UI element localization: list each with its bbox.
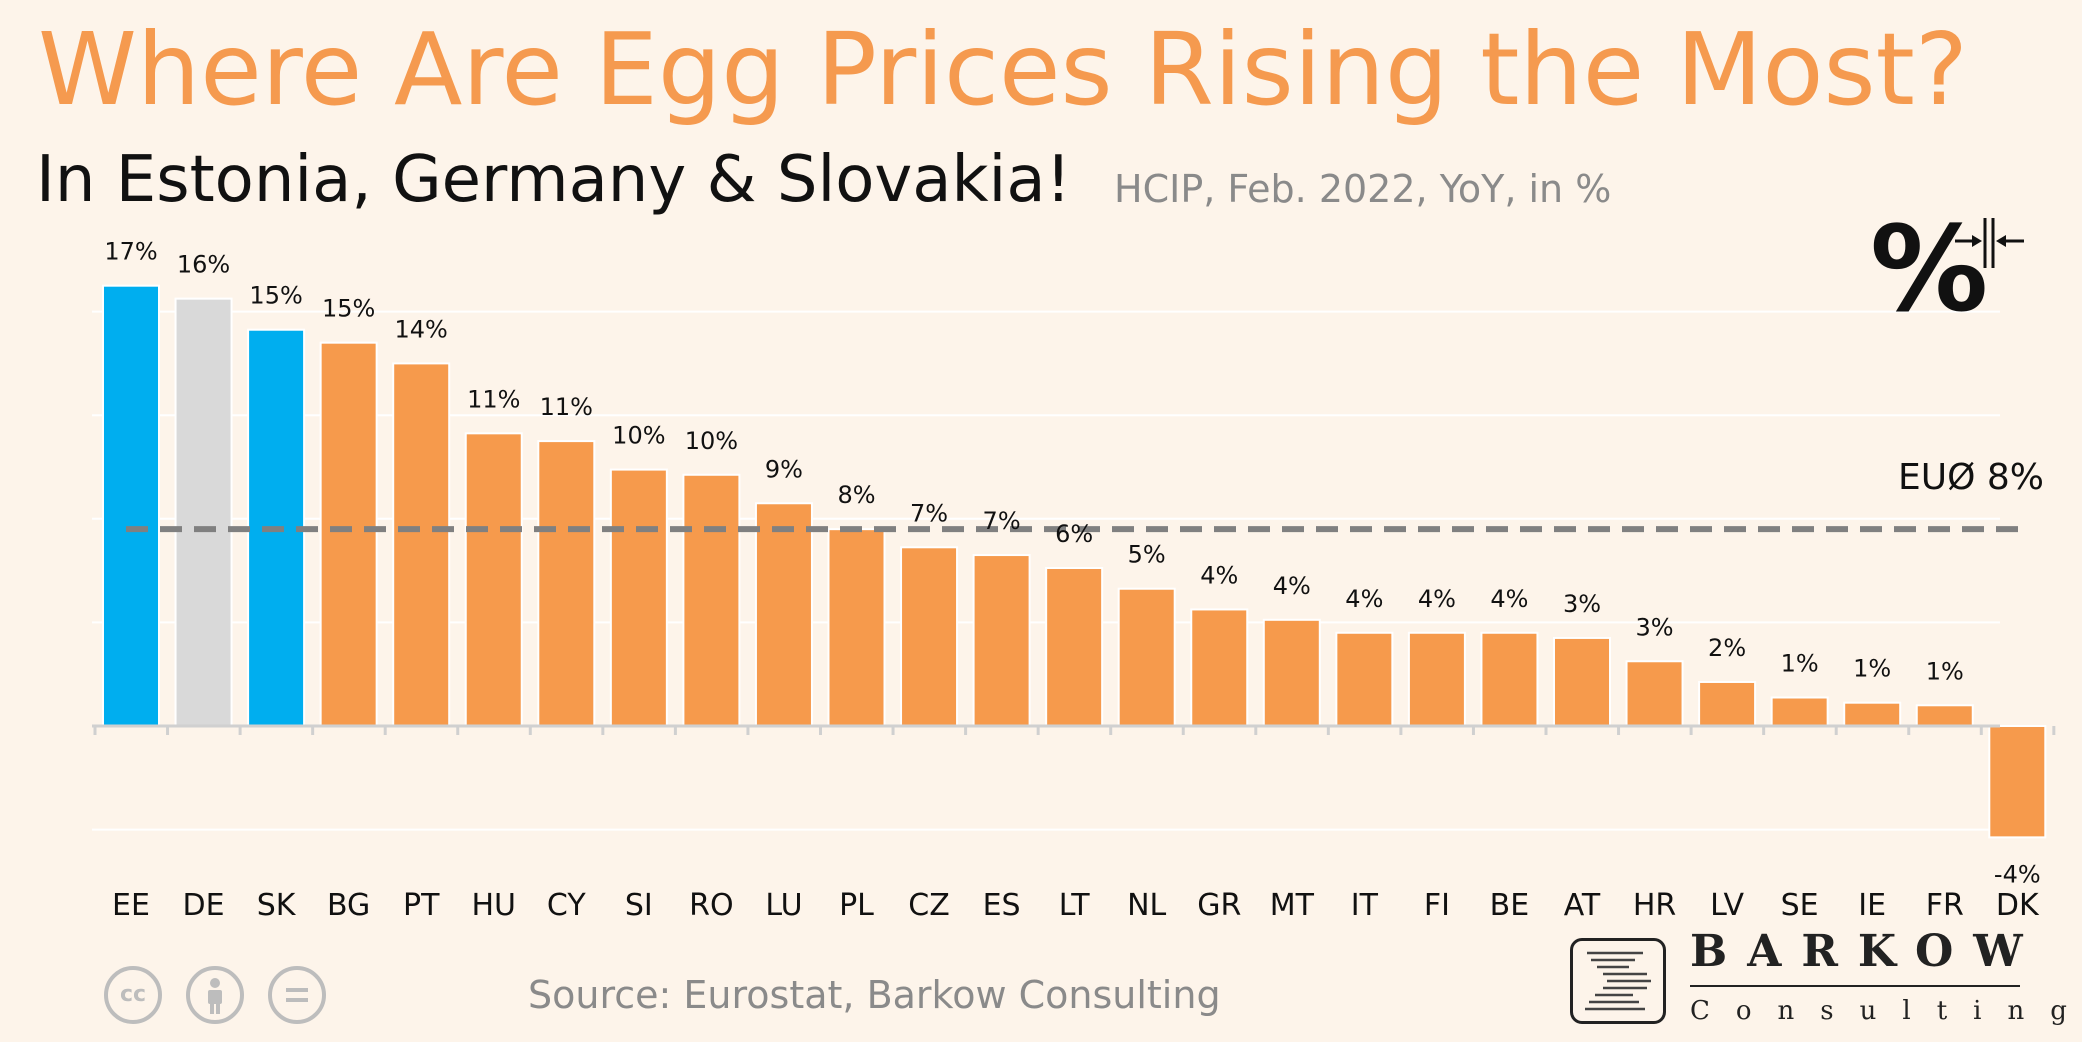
- category-label: FI: [1424, 888, 1450, 923]
- bar-se: [1770, 696, 1829, 728]
- value-label: 4%: [1273, 572, 1311, 600]
- bar-pt: [392, 362, 451, 727]
- barkow-logo-icon: [1570, 938, 1666, 1024]
- category-label: CY: [547, 888, 586, 923]
- bar-hr: [1625, 660, 1684, 727]
- bar-fr: [1915, 704, 1974, 728]
- value-label: 16%: [177, 251, 230, 279]
- bar-mt: [1262, 618, 1321, 727]
- value-label: 1%: [1853, 655, 1891, 683]
- category-label: EE: [112, 888, 150, 923]
- bar-es: [972, 554, 1031, 727]
- category-label: FR: [1926, 888, 1964, 923]
- category-label: SE: [1781, 888, 1819, 923]
- value-label: 17%: [104, 238, 157, 266]
- category-label: PL: [839, 888, 874, 923]
- no-derivatives-icon: [268, 966, 326, 1024]
- bar-fi: [1407, 631, 1466, 728]
- bar-lu: [754, 502, 813, 728]
- category-label: SK: [257, 888, 297, 923]
- bar-dk: [1988, 725, 2047, 839]
- bar-hu: [464, 432, 523, 727]
- value-label: 3%: [1636, 613, 1674, 641]
- bars: [102, 284, 2047, 839]
- category-label: CZ: [908, 888, 950, 923]
- value-label: 2%: [1708, 634, 1746, 662]
- bar-at: [1553, 636, 1611, 727]
- brand-divider: [1690, 985, 2020, 987]
- category-label: NL: [1127, 888, 1166, 923]
- value-label: 9%: [765, 455, 803, 483]
- attribution-icon: [186, 966, 244, 1024]
- chart-subnote: HCIP, Feb. 2022, YoY, in %: [1114, 167, 1612, 211]
- category-label: IT: [1351, 888, 1379, 923]
- category-label: DK: [1996, 888, 2040, 923]
- chart-subtitle: In Estonia, Germany & Slovakia!: [36, 143, 1072, 217]
- bar-ee: [102, 284, 160, 727]
- value-labels: 17% 16% 15% 15% 14% 11% 11% 10% 10% 9% 8% 7% 7% 6% 5% 4…: [104, 238, 2040, 889]
- bar-nl: [1117, 587, 1176, 727]
- bar-pl: [827, 528, 886, 727]
- value-label: 10%: [612, 422, 665, 450]
- value-label: 8%: [837, 481, 875, 509]
- value-label: 14%: [395, 315, 448, 343]
- value-label: 3%: [1563, 590, 1601, 618]
- value-label: 15%: [322, 295, 375, 323]
- category-label: LT: [1059, 888, 1091, 923]
- value-label: 4%: [1200, 561, 1238, 589]
- value-label: 4%: [1418, 585, 1456, 613]
- bar-lt: [1045, 567, 1104, 728]
- category-label: AT: [1564, 888, 1601, 923]
- bar-it: [1335, 631, 1394, 728]
- bar-ro: [682, 473, 741, 727]
- value-label: 1%: [1781, 650, 1819, 678]
- category-label: HU: [471, 888, 516, 923]
- bar-bg: [319, 341, 378, 727]
- value-label: 10%: [685, 427, 738, 455]
- brand-name: BARKOW: [1690, 926, 2043, 977]
- category-label: SI: [625, 888, 653, 923]
- value-label: 7%: [910, 499, 948, 527]
- value-label: 4%: [1490, 585, 1528, 613]
- cc-icon: cc: [104, 966, 162, 1024]
- value-label: 15%: [249, 282, 302, 310]
- value-label: 1%: [1926, 657, 1964, 685]
- brand-subtitle: Consulting: [1690, 996, 2082, 1026]
- eu-average-label: EUØ 8%: [1898, 457, 2044, 498]
- value-label: 6%: [1055, 520, 1093, 548]
- category-label: GR: [1197, 888, 1241, 923]
- bar-cz: [900, 546, 959, 727]
- bar-be: [1480, 631, 1539, 728]
- category-label: RO: [689, 888, 733, 923]
- source-note: Source: Eurostat, Barkow Consulting: [528, 973, 1221, 1017]
- category-label: MT: [1270, 888, 1315, 923]
- category-label: BE: [1490, 888, 1530, 923]
- bar-cy: [537, 440, 596, 727]
- category-label: BG: [327, 888, 370, 923]
- chart-title: Where Are Egg Prices Rising the Most?: [38, 11, 1968, 128]
- value-label: 7%: [983, 507, 1021, 535]
- category-label: LV: [1710, 888, 1744, 923]
- percent-icon: %: [1870, 200, 2024, 338]
- bar-lv: [1698, 680, 1757, 727]
- value-label: 11%: [467, 385, 520, 413]
- bar-gr: [1190, 608, 1249, 728]
- bar-de: [174, 297, 233, 727]
- category-label: PT: [403, 888, 440, 923]
- category-label: HR: [1633, 888, 1676, 923]
- category-label: IE: [1858, 888, 1886, 923]
- value-label: 11%: [540, 393, 593, 421]
- percent-glyph: %: [1870, 200, 1988, 338]
- category-labels: EE DE SK BG PT HU CY SI RO LU PL CZ ES LT NL GR MT IT FI BE…: [112, 888, 2040, 923]
- category-label: LU: [765, 888, 802, 923]
- x-axis-ticks: [93, 726, 2056, 735]
- category-label: ES: [983, 888, 1021, 923]
- value-label: 5%: [1128, 541, 1166, 569]
- bar-si: [609, 468, 668, 727]
- value-label: 4%: [1345, 585, 1383, 613]
- category-label: DE: [183, 888, 225, 923]
- bar-ie: [1843, 701, 1902, 728]
- value-label: -4%: [1994, 860, 2041, 888]
